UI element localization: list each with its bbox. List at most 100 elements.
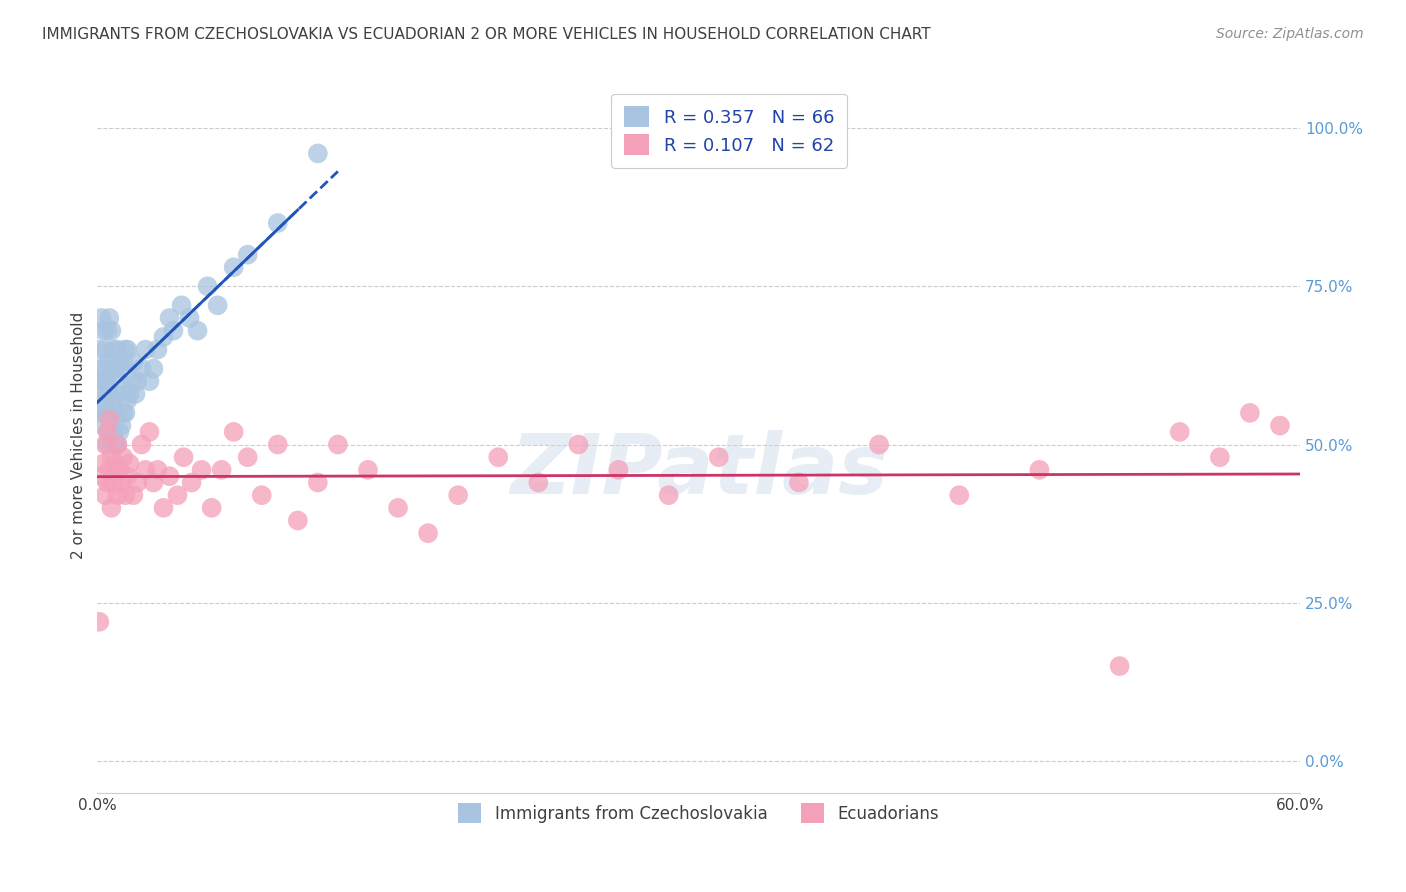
Point: [170, 298, 193, 312]
Point: [103, 425, 125, 439]
Point: [134, 343, 156, 357]
Point: [201, 500, 224, 515]
Point: [124, 387, 146, 401]
Point: [93, 324, 115, 338]
Point: [94, 488, 117, 502]
Point: [222, 260, 245, 275]
Point: [142, 361, 165, 376]
Point: [114, 406, 136, 420]
Point: [100, 450, 122, 465]
Point: [93, 457, 115, 471]
Point: [197, 279, 219, 293]
Text: IMMIGRANTS FROM CZECHOSLOVAKIA VS ECUADORIAN 2 OR MORE VEHICLES IN HOUSEHOLD COR: IMMIGRANTS FROM CZECHOSLOVAKIA VS ECUADO…: [42, 27, 931, 42]
Point: [103, 393, 125, 408]
Point: [146, 343, 169, 357]
Point: [98, 387, 121, 401]
Point: [112, 450, 135, 465]
Point: [179, 310, 201, 325]
Point: [267, 437, 290, 451]
Point: [707, 450, 730, 465]
Point: [105, 387, 128, 401]
Point: [98, 412, 121, 426]
Point: [567, 437, 589, 451]
Point: [658, 488, 681, 502]
Point: [110, 475, 132, 490]
Point: [103, 475, 125, 490]
Point: [127, 475, 149, 490]
Point: [104, 437, 127, 451]
Point: [96, 406, 118, 420]
Point: [948, 488, 970, 502]
Point: [267, 216, 290, 230]
Point: [89, 406, 111, 420]
Point: [94, 437, 117, 451]
Point: [122, 488, 145, 502]
Point: [100, 406, 122, 420]
Point: [93, 393, 115, 408]
Point: [134, 463, 156, 477]
Point: [162, 324, 184, 338]
Point: [112, 406, 135, 420]
Point: [114, 343, 136, 357]
Point: [527, 475, 550, 490]
Point: [90, 310, 112, 325]
Point: [118, 387, 141, 401]
Text: ZIPatlas: ZIPatlas: [510, 430, 887, 511]
Point: [117, 343, 139, 357]
Point: [89, 615, 111, 629]
Point: [138, 374, 160, 388]
Point: [90, 361, 112, 376]
Point: [387, 500, 409, 515]
Point: [142, 475, 165, 490]
Point: [1168, 425, 1191, 439]
Point: [93, 361, 115, 376]
Point: [105, 437, 128, 451]
Point: [94, 406, 117, 420]
Point: [326, 437, 349, 451]
Point: [486, 450, 509, 465]
Point: [131, 361, 153, 376]
Point: [117, 469, 139, 483]
Point: [105, 437, 128, 451]
Point: [287, 514, 309, 528]
Point: [236, 450, 259, 465]
Point: [211, 463, 233, 477]
Point: [173, 450, 195, 465]
Point: [120, 374, 142, 388]
Point: [105, 488, 128, 502]
Point: [96, 324, 118, 338]
Point: [416, 526, 439, 541]
Point: [105, 343, 128, 357]
Point: [96, 475, 118, 490]
Point: [190, 463, 212, 477]
Legend: Immigrants from Czechoslovakia, Ecuadorians: Immigrants from Czechoslovakia, Ecuadori…: [447, 792, 950, 834]
Point: [131, 437, 153, 451]
Point: [110, 418, 132, 433]
Point: [110, 361, 132, 376]
Point: [250, 488, 273, 502]
Point: [159, 310, 181, 325]
Point: [96, 425, 118, 439]
Point: [96, 374, 118, 388]
Point: [1209, 450, 1232, 465]
Point: [127, 374, 149, 388]
Point: [152, 500, 174, 515]
Point: [108, 425, 131, 439]
Point: [868, 437, 890, 451]
Point: [307, 146, 329, 161]
Point: [100, 361, 122, 376]
Point: [447, 488, 470, 502]
Point: [118, 457, 141, 471]
Point: [307, 475, 329, 490]
Point: [108, 463, 131, 477]
Text: Source: ZipAtlas.com: Source: ZipAtlas.com: [1216, 27, 1364, 41]
Point: [104, 406, 127, 420]
Point: [357, 463, 380, 477]
Point: [607, 463, 630, 477]
Point: [98, 310, 121, 325]
Point: [90, 387, 112, 401]
Point: [236, 247, 259, 261]
Point: [222, 425, 245, 439]
Point: [146, 463, 169, 477]
Point: [1108, 659, 1130, 673]
